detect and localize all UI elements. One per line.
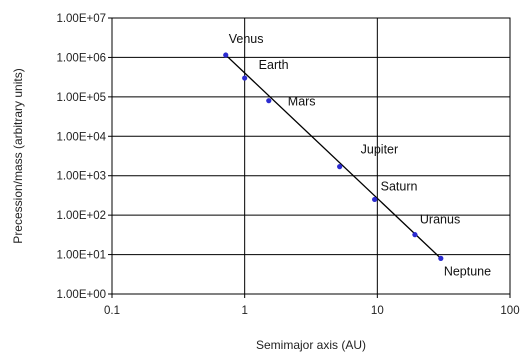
y-tick-label: 1.00E+02	[56, 210, 106, 222]
point-label-mars: Mars	[288, 95, 316, 109]
plot-area	[111, 17, 511, 295]
data-point-jupiter	[337, 164, 343, 170]
point-label-saturn: Saturn	[381, 179, 418, 193]
point-label-earth: Earth	[259, 58, 289, 72]
y-tick-label: 1.00E+03	[56, 171, 106, 183]
x-tick-labels: 0.1 1 10 100	[104, 305, 520, 317]
series: Venus Earth Mars Jupiter Saturn Uranus Neptune	[223, 32, 491, 278]
data-point-neptune	[438, 255, 444, 261]
y-tick-label: 1.00E+01	[56, 250, 106, 262]
data-point-earth	[242, 75, 248, 81]
data-point-mars	[266, 98, 272, 104]
y-tick-labels: 1.00E+00 1.00E+01 1.00E+02 1.00E+03 1.00E+04…	[56, 13, 106, 301]
trendline	[225, 54, 442, 259]
x-tick-label: 100	[500, 305, 519, 317]
point-label-jupiter: Jupiter	[361, 143, 399, 157]
x-axis-label: Semimajor axis (AU)	[256, 338, 366, 352]
data-point-uranus	[412, 232, 418, 238]
y-tick-label: 1.00E+05	[56, 92, 106, 104]
y-tick-label: 1.00E+04	[56, 131, 106, 143]
x-tick-label: 1	[241, 305, 247, 317]
y-tick-label: 1.00E+07	[56, 13, 106, 25]
y-tick-label: 1.00E+06	[56, 52, 106, 64]
x-tick-label: 0.1	[104, 305, 120, 317]
point-label-neptune: Neptune	[444, 264, 491, 278]
data-point-saturn	[372, 196, 378, 203]
grid	[108, 17, 511, 298]
y-axis-label: Precession/mass (arbitrary units)	[11, 68, 25, 243]
x-tick-label: 10	[371, 305, 384, 317]
point-label-venus: Venus	[229, 32, 264, 46]
data-point-venus	[223, 52, 229, 58]
point-label-uranus: Uranus	[420, 213, 460, 227]
y-tick-label: 1.00E+00	[56, 289, 106, 301]
